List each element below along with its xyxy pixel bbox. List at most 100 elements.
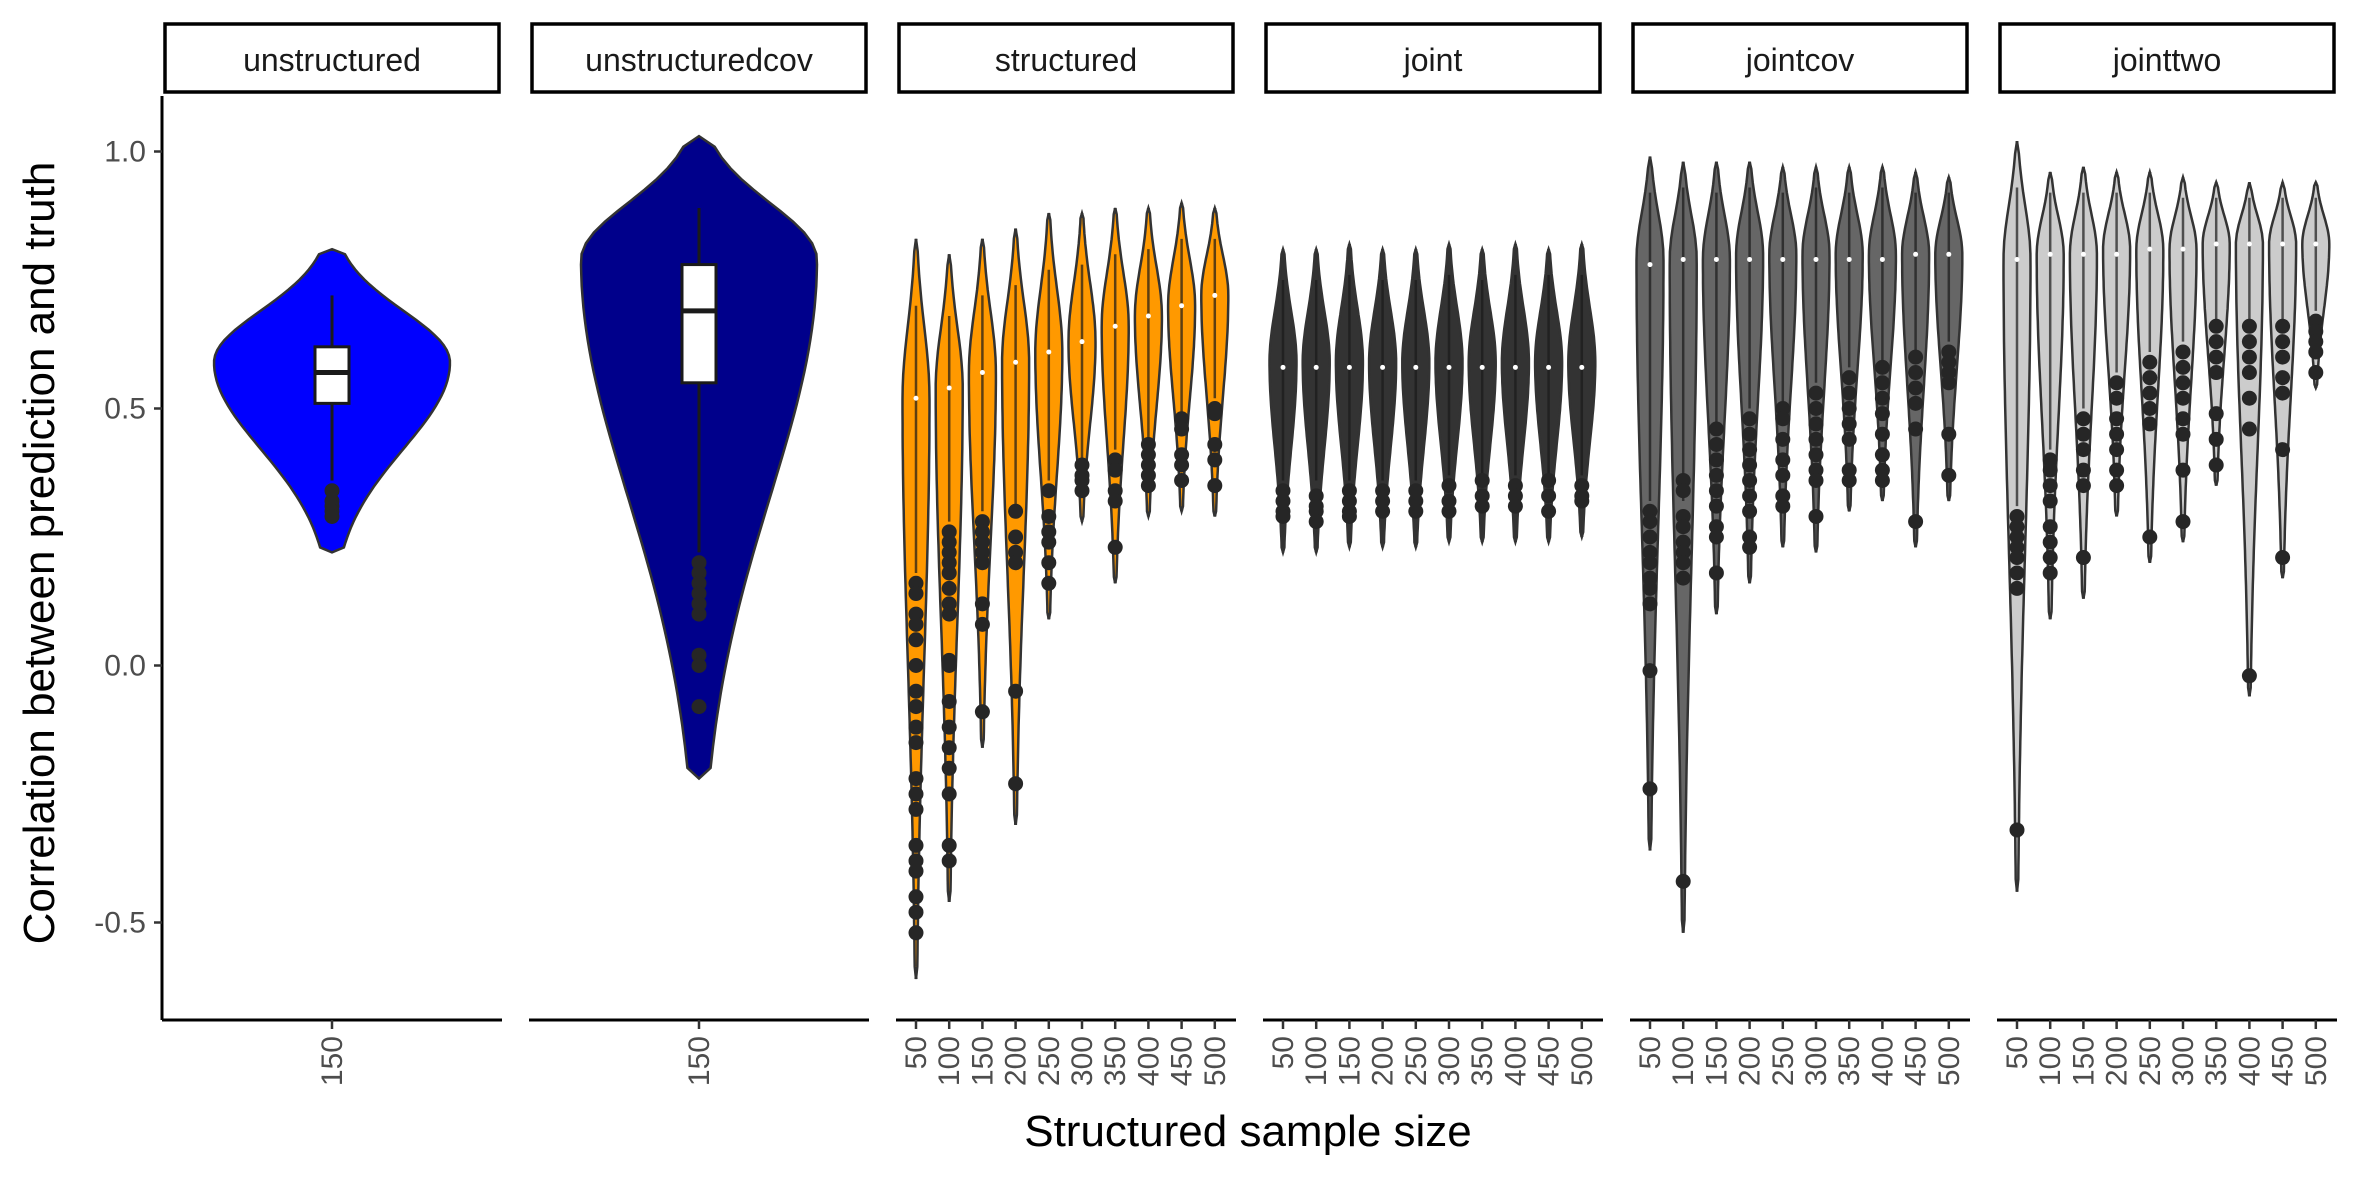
outlier-point — [2208, 457, 2224, 473]
x-tick-label: 400 — [1499, 1036, 1532, 1086]
median-point — [1780, 256, 1786, 262]
outlier-point — [2009, 539, 2025, 555]
x-tick-label: 500 — [2300, 1036, 2333, 1086]
outlier-point — [1874, 359, 1890, 375]
outlier-point — [2042, 565, 2058, 581]
median-point — [2014, 256, 2020, 262]
violin-group: 100 — [1667, 161, 1700, 1086]
median-point — [2280, 241, 2286, 247]
outlier-point — [1642, 555, 1658, 571]
outlier-point — [691, 575, 707, 591]
outlier-point — [974, 534, 990, 550]
x-tick-label: 500 — [1566, 1036, 1599, 1086]
outlier-point — [1375, 503, 1391, 519]
outlier-point — [1107, 462, 1123, 478]
outlier-point — [908, 904, 924, 920]
outlier-point — [1041, 534, 1057, 550]
outlier-point — [941, 580, 957, 596]
outlier-point — [1275, 483, 1291, 499]
median-point — [1079, 339, 1085, 345]
outlier-point — [2075, 478, 2091, 494]
outlier-point — [1742, 529, 1758, 545]
outlier-point — [1908, 349, 1924, 365]
outlier-point — [2109, 411, 2125, 427]
strip-label-joint: joint — [1403, 42, 1463, 78]
outlier-point — [1775, 498, 1791, 514]
outlier-point — [2308, 313, 2324, 329]
violin-group: 250 — [1400, 244, 1433, 1086]
median-point — [1647, 262, 1653, 268]
outlier-point — [2275, 349, 2291, 365]
outlier-point — [1074, 472, 1090, 488]
median-point — [1212, 292, 1218, 298]
outlier-point — [1207, 478, 1223, 494]
y-tick-label: 1.0 — [104, 136, 146, 169]
x-tick-label: 250 — [1400, 1036, 1433, 1086]
outlier-point — [2109, 375, 2125, 391]
violin-group: 400 — [2233, 181, 2266, 1086]
outlier-point — [2308, 365, 2324, 381]
outlier-point — [1708, 421, 1724, 437]
x-tick-label: 200 — [2101, 1036, 2134, 1086]
panel-unstructured: unstructured 150 — [162, 22, 502, 1086]
outlier-point — [1574, 478, 1590, 494]
outlier-point — [2075, 411, 2091, 427]
outlier-point — [1041, 483, 1057, 499]
outlier-point — [2208, 318, 2224, 334]
outlier-point — [1874, 447, 1890, 463]
outlier-point — [1041, 555, 1057, 571]
outlier-point — [1174, 421, 1190, 437]
x-tick-label: 400 — [1866, 1036, 1899, 1086]
x-tick-label: 450 — [2267, 1036, 2300, 1086]
outlier-point — [1708, 452, 1724, 468]
median-point — [2313, 241, 2319, 247]
outlier-point — [908, 786, 924, 802]
violin-group: 200 — [1734, 161, 1767, 1086]
outlier-point — [941, 719, 957, 735]
median-point — [1013, 359, 1019, 365]
y-tick-label: 0.5 — [104, 393, 146, 426]
outlier-point — [1174, 447, 1190, 463]
outlier-point — [2175, 411, 2191, 427]
x-tick-label: 250 — [1033, 1036, 1066, 1086]
outlier-point — [1941, 375, 1957, 391]
violin-group: 200 — [2101, 167, 2134, 1086]
median-point — [2114, 251, 2120, 257]
median-point — [1913, 251, 1919, 257]
violin-group: 50 — [900, 238, 933, 1069]
median-point — [1046, 349, 1052, 355]
outlier-point — [2208, 349, 2224, 365]
violin-group: 150 — [1700, 161, 1733, 1086]
outlier-point — [1775, 488, 1791, 504]
outlier-point — [1642, 514, 1658, 530]
violin-group: 200 — [1367, 244, 1400, 1086]
outlier-point — [1642, 663, 1658, 679]
violin-group: 300 — [2167, 172, 2200, 1086]
outlier-point — [691, 565, 707, 581]
median-point — [2080, 251, 2086, 257]
outlier-point — [1841, 462, 1857, 478]
x-tick-label: 250 — [1767, 1036, 1800, 1086]
outlier-point — [2175, 375, 2191, 391]
outlier-point — [1808, 401, 1824, 416]
median-point — [1579, 364, 1585, 370]
outlier-point — [1841, 472, 1857, 488]
outlier-point — [1708, 483, 1724, 499]
outlier-point — [941, 544, 957, 560]
outlier-point — [2109, 462, 2125, 478]
outlier-point — [1675, 508, 1691, 524]
y-axis: -0.5 0.0 0.5 1.0 — [94, 96, 164, 1020]
violin-group: 100 — [1300, 244, 1333, 1086]
outlier-point — [974, 596, 990, 612]
outlier-point — [1207, 406, 1223, 422]
violin-group: 500 — [1933, 173, 1966, 1086]
outlier-point — [1675, 534, 1691, 550]
outlier-point — [1408, 493, 1424, 509]
outlier-point — [2275, 442, 2291, 458]
median-point — [2047, 251, 2053, 257]
outlier-point — [1474, 472, 1490, 488]
violin-group: 250 — [1033, 212, 1066, 1086]
outlier-point — [1441, 493, 1457, 509]
outlier-point — [1708, 519, 1724, 535]
